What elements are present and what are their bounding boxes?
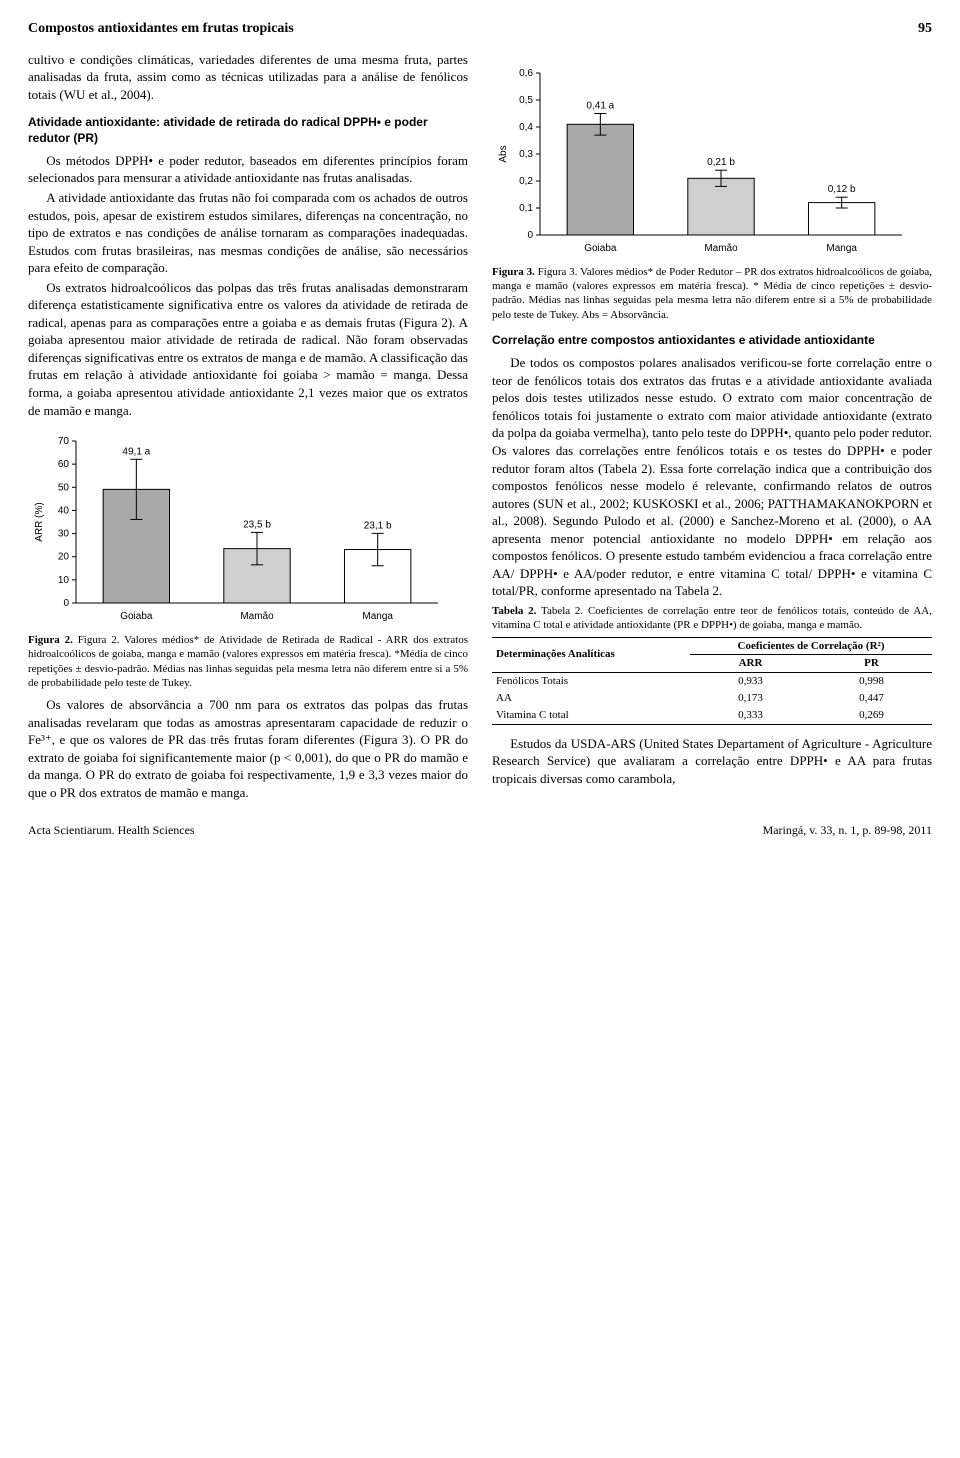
page-number: 95 <box>918 20 932 39</box>
section-heading: Correlação entre compostos antioxidantes… <box>492 332 932 348</box>
svg-text:0,2: 0,2 <box>519 176 533 187</box>
svg-text:0,1: 0,1 <box>519 203 533 214</box>
svg-text:0,41 a: 0,41 a <box>586 100 614 111</box>
svg-text:20: 20 <box>58 552 70 563</box>
svg-text:ARR (%): ARR (%) <box>34 502 45 541</box>
svg-text:Mamão: Mamão <box>704 243 738 254</box>
paragraph: Os extratos hidroalcoólicos das polpas d… <box>28 279 468 419</box>
paragraph: De todos os compostos polares analisados… <box>492 354 932 600</box>
left-column: cultivo e condições climáticas, variedad… <box>28 51 468 804</box>
svg-text:0: 0 <box>527 230 533 241</box>
svg-text:23,5 b: 23,5 b <box>243 520 271 531</box>
figure-2-caption: Figura 2. Figura 2. Valores médios* de A… <box>28 633 468 690</box>
svg-text:0,12 b: 0,12 b <box>828 184 856 195</box>
figure-3-caption: Figura 3. Figura 3. Valores médios* de P… <box>492 265 932 322</box>
svg-text:10: 10 <box>58 575 70 586</box>
svg-text:60: 60 <box>58 459 70 470</box>
figure-2: 0 10 20 30 40 50 60 70 ARR (%) 49,1 a Goiaba 23,5 b… <box>28 429 468 690</box>
svg-text:0,3: 0,3 <box>519 149 533 160</box>
svg-text:0,21 b: 0,21 b <box>707 157 735 168</box>
svg-text:Goiaba: Goiaba <box>120 611 153 622</box>
svg-text:Manga: Manga <box>826 243 857 254</box>
svg-text:30: 30 <box>58 529 70 540</box>
table-2-caption: Tabela 2. Tabela 2. Coeficientes de corr… <box>492 604 932 633</box>
paragraph: A atividade antioxidante das frutas não … <box>28 189 468 277</box>
svg-text:Goiaba: Goiaba <box>584 243 617 254</box>
bar-chart-arr: 0 10 20 30 40 50 60 70 ARR (%) 49,1 a Goiaba 23,5 b… <box>28 429 448 629</box>
svg-text:0,6: 0,6 <box>519 68 533 79</box>
right-column: 0 0,1 0,2 0,3 0,4 0,5 0,6 Abs 0,41 a Goiaba 0,21 b… <box>492 51 932 804</box>
svg-text:23,1 b: 23,1 b <box>364 520 392 531</box>
svg-text:0,5: 0,5 <box>519 95 533 106</box>
svg-text:70: 70 <box>58 436 70 447</box>
paragraph: Os valores de absorvância a 700 nm para … <box>28 696 468 801</box>
paragraph: cultivo e condições climáticas, variedad… <box>28 51 468 104</box>
section-heading: Atividade antioxidante: atividade de ret… <box>28 114 468 146</box>
svg-text:0: 0 <box>63 598 69 609</box>
bar-chart-pr: 0 0,1 0,2 0,3 0,4 0,5 0,6 Abs 0,41 a Goiaba 0,21 b… <box>492 61 912 261</box>
footer-journal: Acta Scientiarum. Health Sciences <box>28 822 195 838</box>
running-head-left: Compostos antioxidantes em frutas tropic… <box>28 20 294 39</box>
svg-text:Abs: Abs <box>498 145 509 162</box>
svg-text:50: 50 <box>58 482 70 493</box>
figure-3: 0 0,1 0,2 0,3 0,4 0,5 0,6 Abs 0,41 a Goiaba 0,21 b… <box>492 61 932 322</box>
svg-text:0,4: 0,4 <box>519 122 533 133</box>
paragraph: Estudos da USDA-ARS (United States Depar… <box>492 735 932 788</box>
footer-issue: Maringá, v. 33, n. 1, p. 89-98, 2011 <box>763 822 932 838</box>
svg-text:Manga: Manga <box>362 611 393 622</box>
svg-text:Mamão: Mamão <box>240 611 274 622</box>
svg-text:40: 40 <box>58 506 70 517</box>
svg-text:49,1 a: 49,1 a <box>122 446 150 457</box>
paragraph: Os métodos DPPH• e poder redutor, basead… <box>28 152 468 187</box>
table-2: Determinações AnalíticasCoeficientes de … <box>492 637 932 725</box>
